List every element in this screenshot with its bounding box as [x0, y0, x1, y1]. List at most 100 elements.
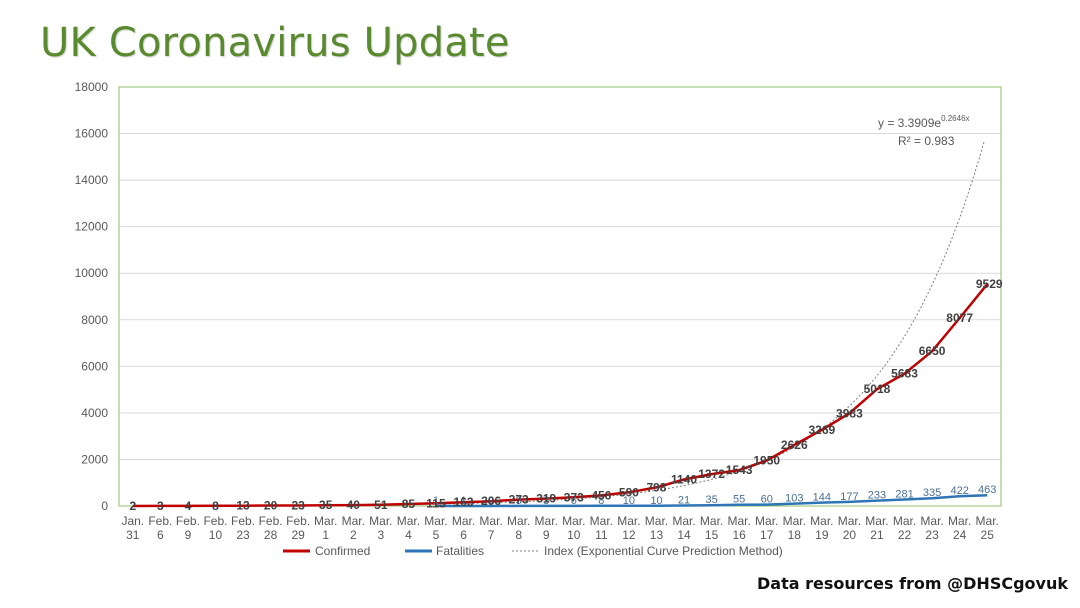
data-label-confirmed: 1543	[726, 463, 753, 477]
data-label-confirmed: 85	[402, 497, 416, 511]
data-label-confirmed: 20	[264, 499, 278, 513]
x-tick-label: Mar.	[507, 514, 530, 528]
data-label-confirmed: 9529	[976, 277, 1003, 291]
x-tick-label: Mar.	[920, 514, 943, 528]
equation-label: y = 3.3909e	[878, 116, 941, 130]
x-tick-label: 23	[236, 528, 250, 542]
data-label-fatalities: 3	[543, 495, 549, 507]
data-label-confirmed: 5683	[891, 367, 918, 381]
series-line-index	[132, 140, 985, 507]
series-line-fatalities	[436, 493, 988, 508]
data-label-fatalities: 8	[598, 495, 604, 507]
x-tick-label: 20	[843, 528, 857, 542]
data-label-confirmed: 373	[564, 490, 584, 504]
data-label-fatalities: 6	[571, 495, 577, 507]
x-tick-label: 21	[870, 528, 884, 542]
data-label-confirmed: 798	[646, 480, 666, 494]
data-label-confirmed: 35	[319, 498, 333, 512]
x-tick-label: Mar.	[535, 514, 558, 528]
data-label-confirmed: 2626	[781, 438, 808, 452]
x-tick-label: 9	[185, 528, 192, 542]
data-label-fatalities: 422	[950, 485, 968, 497]
x-tick-label: 15	[705, 528, 719, 542]
x-tick-label: 29	[291, 528, 305, 542]
x-tick-label: Mar.	[617, 514, 640, 528]
x-tick-label: 10	[209, 528, 223, 542]
data-label-confirmed: 40	[347, 498, 361, 512]
y-tick-label: 16000	[75, 127, 109, 141]
y-tick-label: 8000	[81, 313, 108, 327]
x-tick-label: 11	[595, 528, 608, 542]
y-tick-label: 4000	[81, 406, 108, 420]
x-tick-label: Mar.	[810, 514, 833, 528]
x-tick-label: 14	[677, 528, 691, 542]
x-tick-label: 4	[405, 528, 412, 542]
x-tick-label: 24	[953, 528, 967, 542]
y-tick-label: 12000	[75, 220, 109, 234]
x-tick-label: Mar.	[369, 514, 392, 528]
x-tick-label: 23	[925, 528, 939, 542]
data-label-confirmed: 2	[129, 499, 136, 513]
series-line-confirmed	[132, 283, 989, 508]
x-tick-label: Feb.	[286, 514, 310, 528]
y-tick-label: 10000	[75, 266, 109, 280]
x-tick-label: 2	[350, 528, 357, 542]
x-tick-label: Mar.	[948, 514, 971, 528]
data-label-confirmed: 3983	[836, 406, 863, 420]
data-label-confirmed: 23	[291, 498, 305, 512]
x-tick-label: Feb.	[176, 514, 200, 528]
data-label-confirmed: 8	[212, 499, 219, 513]
data-label-confirmed: 1950	[753, 454, 780, 468]
data-label-fatalities: 35	[705, 494, 717, 506]
x-tick-label: Mar.	[562, 514, 585, 528]
data-label-confirmed: 1372	[698, 467, 725, 481]
equation-exponent: 0.2646x	[941, 114, 969, 123]
x-tick-label: 12	[622, 528, 636, 542]
x-tick-label: 19	[815, 528, 829, 542]
x-tick-label: Mar.	[865, 514, 888, 528]
x-tick-label: 1	[322, 528, 329, 542]
data-label-confirmed: 206	[481, 494, 501, 508]
data-label-fatalities: 55	[733, 494, 745, 506]
x-tick-label: Mar.	[452, 514, 475, 528]
y-tick-label: 6000	[81, 359, 108, 373]
data-label-confirmed: 8077	[946, 311, 973, 325]
legend: Confirmed Fatalities Index (Exponential …	[283, 544, 783, 558]
data-label-fatalities: 1	[433, 495, 439, 507]
x-tick-label: Feb.	[231, 514, 255, 528]
x-tick-label: 7	[488, 528, 495, 542]
data-label-confirmed: 590	[619, 485, 639, 499]
y-axis-ticks: 0 2000 4000 6000 8000 10000 12000 14000 16000 180…	[75, 80, 109, 513]
data-label-confirmed: 51	[374, 498, 388, 512]
data-label-confirmed: 5018	[864, 382, 891, 396]
x-tick-label: Mar.	[727, 514, 750, 528]
data-label-confirmed: 115	[426, 496, 446, 510]
x-tick-label: Mar.	[645, 514, 668, 528]
data-label-fatalities: 60	[761, 494, 773, 506]
data-label-fatalities: 281	[895, 488, 913, 500]
svg-text:y = 3.3909e0.2646x: y = 3.3909e0.2646x	[878, 114, 970, 130]
data-label-fatalities: 21	[678, 495, 690, 507]
x-tick-label: 22	[898, 528, 912, 542]
y-tick-label: 14000	[75, 173, 109, 187]
data-label-confirmed: 6650	[919, 344, 946, 358]
x-tick-label: Mar.	[700, 514, 723, 528]
x-axis-ticks: Jan.31Feb.6Feb.9Feb.10Feb.23Feb.28Feb.29…	[121, 514, 998, 542]
page-title: UK Coronavirus Update	[40, 20, 510, 66]
data-label-fatalities: 2	[488, 495, 494, 507]
x-tick-label: 31	[126, 528, 140, 542]
x-tick-label: 6	[157, 528, 164, 542]
x-tick-label: Mar.	[783, 514, 806, 528]
x-tick-label: Mar.	[342, 514, 365, 528]
legend-label-confirmed: Confirmed	[315, 544, 370, 558]
x-tick-label: 9	[543, 528, 550, 542]
data-label-fatalities: 3	[516, 495, 522, 507]
x-tick-label: Feb.	[203, 514, 227, 528]
x-tick-label: Feb.	[259, 514, 283, 528]
data-label-fatalities: 335	[923, 487, 941, 499]
x-tick-label: Mar.	[314, 514, 337, 528]
x-tick-label: 17	[760, 528, 774, 542]
x-tick-label: 16	[732, 528, 746, 542]
x-tick-label: 6	[460, 528, 467, 542]
